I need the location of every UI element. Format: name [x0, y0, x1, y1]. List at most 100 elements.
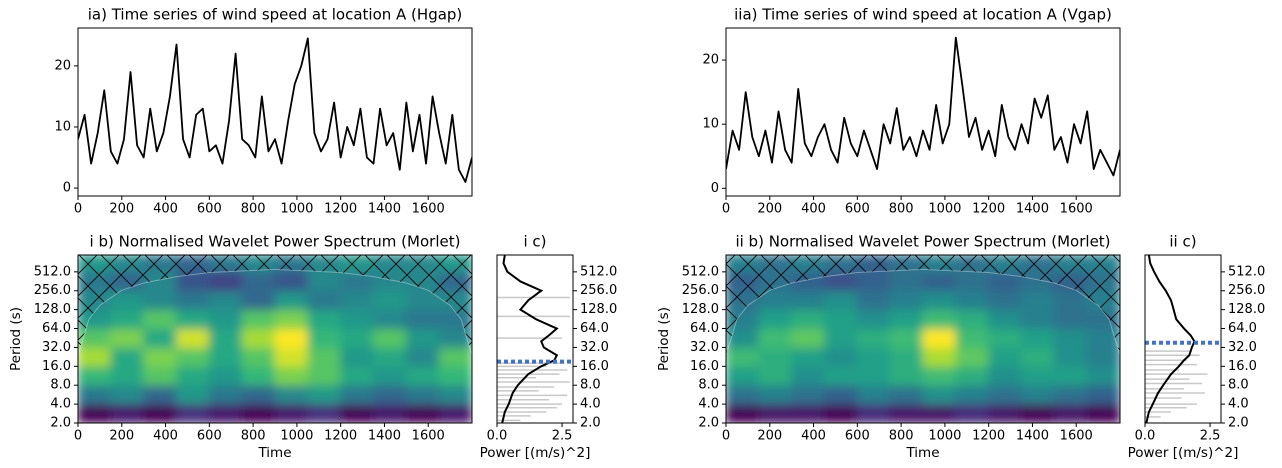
heatmap-cell	[438, 346, 472, 367]
x-tick-label: 1400	[1016, 429, 1049, 444]
y-tick-label: 32.0	[690, 340, 719, 355]
heatmap-cell	[955, 403, 990, 423]
heatmap-cell	[856, 290, 891, 311]
heatmap-cell	[889, 403, 924, 423]
x-tick-label: 800	[241, 202, 266, 217]
y-tick-label: 20	[54, 58, 71, 73]
heatmap-cell	[110, 365, 145, 386]
heatmap-cell	[373, 384, 407, 405]
heatmap-cell	[1021, 365, 1055, 386]
heatmap-cell	[241, 346, 276, 367]
heatmap-cell	[1053, 346, 1088, 367]
heatmap-cell	[274, 271, 309, 292]
heatmap-cell	[856, 328, 891, 348]
x-tick-label: 2.5	[552, 429, 573, 444]
x-tick-label: 400	[801, 202, 826, 217]
y-tick-label: 512.0	[682, 264, 719, 279]
heatmap-cell	[856, 403, 891, 423]
heatmap-cell	[110, 346, 145, 367]
axes-frame	[725, 254, 1121, 424]
heatmap-cell	[791, 346, 825, 367]
heatmap-cell	[1021, 403, 1055, 423]
y-tick-label: 512.0	[580, 264, 617, 279]
heatmap-cell	[438, 365, 472, 386]
heatmap-cell	[889, 328, 924, 348]
x-tick-label: 1000	[928, 202, 961, 217]
heatmap-cell	[988, 403, 1022, 423]
heatmap-cell	[340, 309, 374, 330]
heatmap-cell	[922, 271, 957, 292]
heatmap-cell	[1086, 403, 1120, 423]
x-axis-label: Power [(m/s)^2]	[1128, 445, 1239, 461]
x-tick-label: 600	[197, 202, 222, 217]
heatmap-cell	[176, 346, 210, 367]
heatmap-cell	[208, 403, 243, 423]
heatmap-cell	[726, 328, 760, 348]
heatmap-cell	[1021, 328, 1055, 348]
heatmap-cell	[955, 290, 990, 311]
plot-area	[726, 255, 1120, 423]
heatmap-cell	[889, 384, 924, 405]
heatmap-cell	[1021, 384, 1055, 405]
plot-area	[78, 37, 472, 183]
y-tick-label: 128.0	[34, 302, 71, 317]
heatmap-cell	[791, 403, 825, 423]
line-series	[78, 37, 472, 183]
chart-title: ii b) Normalised Wavelet Power Spectrum …	[735, 233, 1110, 251]
heatmap-cell	[726, 346, 760, 367]
axes-frame	[77, 27, 473, 197]
heatmap-cell	[143, 290, 177, 311]
x-tick-label: 1000	[280, 429, 313, 444]
heatmap-cell	[208, 384, 243, 405]
x-tick-label: 600	[197, 429, 222, 444]
heatmap-cell	[373, 309, 407, 330]
x-tick-label: 0	[74, 202, 82, 217]
heatmap-cell	[110, 309, 145, 330]
heatmap-cell	[340, 384, 374, 405]
y-tick-label: 64.0	[1228, 321, 1257, 336]
heatmap-cell	[758, 328, 793, 348]
heatmap-cell	[78, 328, 112, 348]
y-tick-label: 512.0	[34, 264, 71, 279]
axes-frame	[496, 254, 574, 424]
y-tick-label: 128.0	[580, 302, 617, 317]
heatmap-cell	[307, 309, 342, 330]
heatmap-cell	[373, 365, 407, 386]
axes-frame	[725, 27, 1121, 197]
heatmap-cell	[307, 290, 342, 311]
chart-title: ia) Time series of wind speed at locatio…	[88, 6, 463, 24]
chart-title: i c)	[523, 233, 546, 251]
y-tick-label: 128.0	[1228, 302, 1265, 317]
heatmap-cell	[373, 346, 407, 367]
x-axis-label: Power [(m/s)^2]	[480, 445, 591, 461]
heatmap-cell	[889, 309, 924, 330]
heatmap-cell	[176, 384, 210, 405]
x-tick-label: 800	[241, 429, 266, 444]
heatmap-cell	[78, 403, 112, 423]
heatmap-cell	[1086, 384, 1120, 405]
heatmap-cell	[208, 328, 243, 348]
y-tick-label: 128.0	[682, 302, 719, 317]
y-tick-label: 4.0	[50, 397, 71, 412]
heatmap-cell	[405, 403, 440, 423]
x-tick-label: 1400	[1016, 202, 1049, 217]
y-tick-label: 10	[54, 119, 71, 134]
x-tick-label: 0	[722, 202, 730, 217]
heatmap-cell	[241, 403, 276, 423]
y-tick-label: 16.0	[1228, 359, 1257, 374]
y-tick-label: 16.0	[42, 359, 71, 374]
heatmap-cell	[1053, 290, 1088, 311]
x-tick-label: 200	[757, 429, 782, 444]
heatmap-cell	[791, 328, 825, 348]
x-tick-label: 600	[845, 429, 870, 444]
y-tick-label: 20	[702, 53, 719, 68]
heatmap-cell	[110, 328, 145, 348]
heatmap-cell	[373, 328, 407, 348]
heatmap-cell	[856, 384, 891, 405]
x-tick-label: 1200	[324, 429, 357, 444]
heatmap-cell	[241, 290, 276, 311]
x-tick-label: 200	[109, 429, 134, 444]
heatmap-cell	[274, 346, 309, 367]
heatmap-cell	[307, 365, 342, 386]
heatmap-cell	[988, 384, 1022, 405]
